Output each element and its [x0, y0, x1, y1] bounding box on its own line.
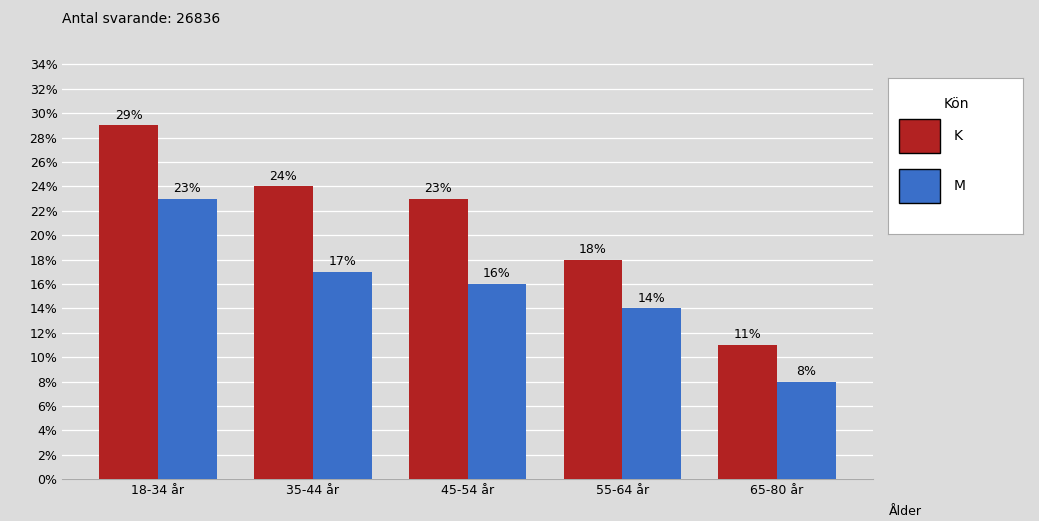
- Bar: [254, 187, 313, 479]
- Text: M: M: [953, 179, 965, 193]
- Bar: [468, 284, 527, 479]
- Text: 24%: 24%: [269, 170, 297, 183]
- Text: 11%: 11%: [734, 328, 762, 341]
- Text: K: K: [953, 129, 962, 143]
- FancyBboxPatch shape: [899, 169, 939, 203]
- FancyBboxPatch shape: [899, 119, 939, 153]
- Text: 23%: 23%: [424, 182, 452, 195]
- Text: Antal svarande: 26836: Antal svarande: 26836: [62, 13, 220, 27]
- Bar: [777, 382, 836, 479]
- Text: 18%: 18%: [579, 243, 607, 256]
- Bar: [408, 199, 468, 479]
- Text: 23%: 23%: [174, 182, 202, 195]
- Text: 8%: 8%: [797, 365, 817, 378]
- Text: 14%: 14%: [638, 292, 666, 305]
- Bar: [158, 199, 217, 479]
- Bar: [563, 259, 622, 479]
- Bar: [622, 308, 682, 479]
- Bar: [99, 126, 158, 479]
- Text: 17%: 17%: [328, 255, 356, 268]
- X-axis label: Ålder: Ålder: [888, 505, 922, 518]
- Bar: [718, 345, 777, 479]
- Bar: [313, 272, 372, 479]
- Text: 16%: 16%: [483, 267, 511, 280]
- Text: Kön: Kön: [943, 97, 968, 111]
- Text: 29%: 29%: [114, 109, 142, 122]
